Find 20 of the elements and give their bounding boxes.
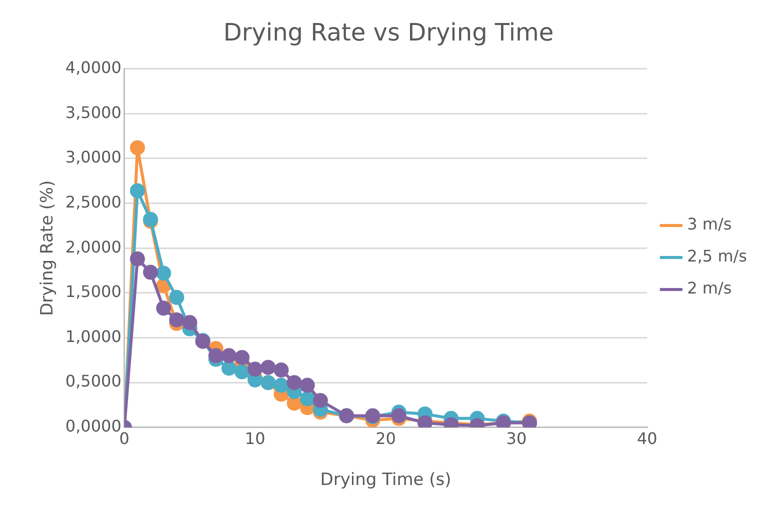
chart-title: Drying Rate vs Drying Time (223, 18, 554, 47)
x-axis-title: Drying Time (s) (320, 470, 452, 490)
y-tick-label: 0,5000 (65, 372, 122, 391)
legend-label: 2 m/s (687, 278, 732, 298)
x-tick-label: 0 (119, 429, 130, 448)
y-tick-label: 1,0000 (65, 326, 122, 346)
y-tick-label: 3,0000 (65, 148, 122, 167)
legend-label: 2,5 m/s (687, 246, 747, 266)
x-tick-label: 20 (376, 429, 396, 448)
legend-label: 3 m/s (687, 214, 732, 234)
y-tick-label: 3,5000 (65, 102, 122, 122)
x-tick-label: 10 (244, 429, 266, 448)
y-tick-label: 0,0000 (65, 416, 122, 436)
y-tick-label: 1,5000 (65, 282, 122, 302)
x-tick-label: 30 (506, 429, 527, 448)
y-tick-label: 4,0000 (65, 58, 122, 77)
y-tick-label: 2,0000 (65, 237, 122, 256)
y-tick-label: 2,5000 (65, 192, 122, 212)
y-axis-title: Drying Rate (%) (38, 180, 58, 316)
x-tick-label: 40 (636, 429, 658, 448)
